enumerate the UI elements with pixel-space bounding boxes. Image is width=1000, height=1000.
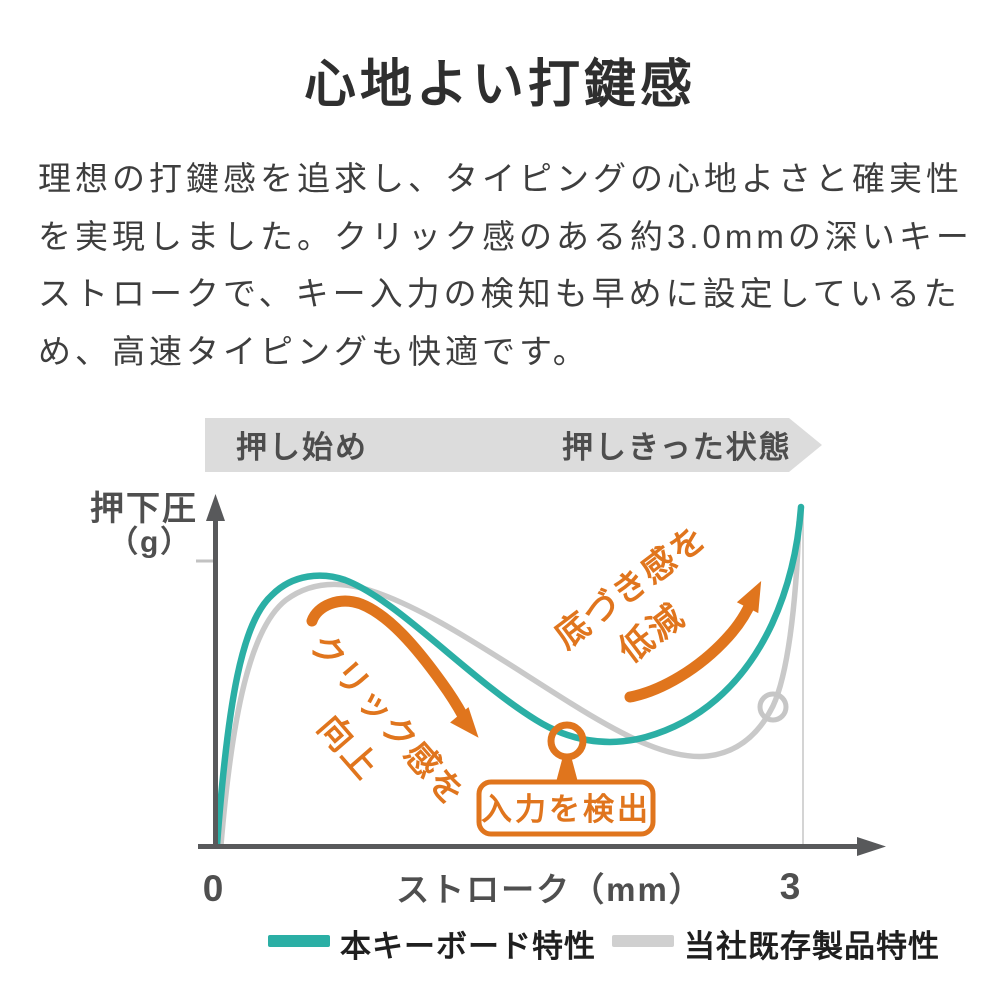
click-feel-arrowhead (450, 707, 479, 738)
axes (198, 494, 886, 856)
banner-start-label: 押し始め (236, 430, 368, 465)
y-axis-label: 押下圧 （g） (90, 490, 198, 559)
chart-legend: 本キーボード特性 当社既存製品特性 (268, 929, 940, 964)
keyboard-curve (213, 503, 805, 849)
y-axis-label-line2: （g） (108, 525, 192, 559)
click-feel-arrow (306, 595, 469, 722)
existing-product-curve (218, 519, 802, 848)
legend-swatch-existing (612, 935, 674, 947)
legend-label-existing: 当社既存製品特性 (684, 929, 940, 964)
detection-callout-box (476, 779, 656, 837)
description-paragraph: 理想の打鍵感を追求し、タイピングの心地よさと確実性を実現しました。クリック感のあ… (38, 160, 973, 370)
bottoming-out-arrow (624, 594, 758, 703)
input-detection-callout: 入力を検出 (476, 721, 656, 837)
bottoming-out-annotation: 底づき感を 低減 (548, 518, 762, 703)
detection-connector (555, 756, 579, 786)
x-axis-title: ストローク（mm） (396, 871, 704, 908)
banner-arrow-shape (205, 418, 822, 472)
x-axis-arrowhead (857, 837, 886, 856)
bottoming-out-arrowhead (736, 580, 762, 614)
y-axis-label-line1: 押下圧 (90, 490, 198, 528)
legend-label-keyboard: 本キーボード特性 (340, 929, 596, 964)
x-axis-labels: 0 ストローク（mm） 3 (203, 866, 801, 909)
existing-product-marker (757, 691, 789, 723)
detection-callout-label: 入力を検出 (481, 792, 651, 827)
press-direction-banner: 押し始め 押しきった状態 (205, 418, 822, 472)
force-stroke-chart: 押し始め 押しきった状態 押下圧 （g） クリック感を 向上 底づき感を 低減 (90, 418, 940, 964)
x-tick-3: 3 (780, 866, 801, 907)
legend-swatch-keyboard (268, 935, 330, 947)
banner-end-label: 押しきった状態 (562, 430, 792, 465)
x-tick-0: 0 (203, 868, 224, 909)
y-axis-arrowhead (206, 494, 225, 521)
page-title: 心地よい打鍵感 (303, 56, 696, 114)
